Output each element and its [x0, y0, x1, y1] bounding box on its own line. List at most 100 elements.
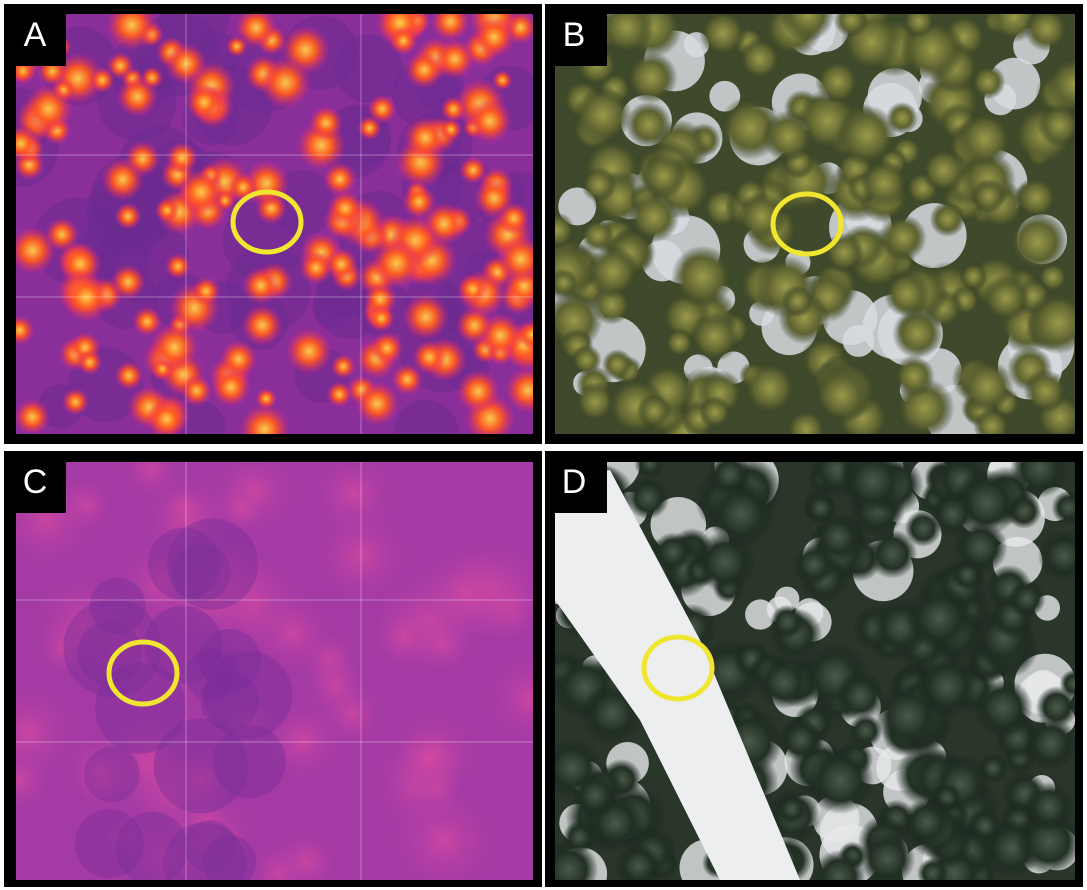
texture [708, 481, 775, 548]
texture [957, 111, 1013, 167]
texture [467, 99, 512, 144]
texture [403, 294, 450, 341]
texture [146, 399, 186, 439]
panel-label: D [562, 463, 587, 501]
figure: A B C D [0, 0, 1087, 890]
texture [587, 245, 640, 298]
texture [371, 605, 437, 671]
texture [930, 492, 975, 537]
texture [906, 585, 973, 652]
texture [880, 214, 927, 261]
texture [762, 110, 814, 162]
texture [213, 725, 286, 798]
texture [473, 16, 515, 58]
texture [192, 277, 221, 306]
texture [1008, 580, 1045, 617]
texture [326, 381, 352, 407]
texture [166, 142, 198, 174]
texture [396, 728, 460, 792]
texture [167, 519, 258, 610]
texture [902, 798, 951, 847]
texture [776, 794, 807, 825]
texture [770, 605, 805, 640]
texture [959, 262, 987, 290]
texture [456, 307, 493, 344]
texture [327, 190, 363, 226]
texture [563, 821, 596, 854]
texture [737, 192, 786, 241]
texture [1024, 782, 1074, 832]
texture [757, 655, 811, 709]
texture [1008, 212, 1068, 272]
texture [412, 340, 447, 375]
texture [229, 173, 258, 202]
texture [331, 354, 356, 379]
texture [572, 773, 617, 818]
texture [77, 350, 102, 375]
panel-label: C [23, 463, 48, 501]
texture [304, 654, 367, 717]
texture [960, 360, 1014, 414]
texture [930, 201, 966, 237]
texture [814, 367, 870, 423]
texture [738, 37, 781, 80]
texture [815, 59, 860, 104]
texture [699, 396, 731, 428]
texture [368, 95, 397, 124]
texture [242, 267, 279, 304]
texture [574, 86, 632, 144]
texture [89, 67, 115, 93]
texture [859, 831, 915, 887]
panel-label: B [563, 16, 586, 54]
texture [239, 404, 290, 455]
texture [699, 9, 746, 56]
texture [84, 747, 140, 803]
texture [155, 198, 179, 222]
texture [242, 305, 283, 346]
texture [45, 217, 79, 251]
texture [982, 275, 1029, 322]
texture [824, 233, 864, 273]
texture [951, 559, 983, 591]
texture [492, 70, 512, 90]
texture [689, 311, 739, 361]
texture [114, 203, 141, 230]
texture [110, 264, 145, 299]
texture [101, 158, 144, 201]
texture [793, 544, 835, 586]
texture [434, 39, 474, 79]
texture [921, 148, 966, 193]
texture [459, 156, 487, 184]
texture [24, 84, 73, 133]
texture [641, 153, 686, 198]
texture [806, 747, 874, 815]
image-texture [533, 432, 1087, 890]
texture [498, 202, 530, 234]
texture [456, 370, 500, 414]
texture [1024, 370, 1068, 414]
texture [404, 116, 447, 159]
texture [884, 271, 930, 317]
texture [368, 305, 395, 332]
texture [186, 84, 223, 121]
texture [626, 476, 669, 519]
texture [971, 178, 1006, 213]
texture [804, 492, 837, 525]
texture [971, 65, 1006, 100]
texture [571, 345, 602, 376]
texture [743, 361, 797, 415]
texture [389, 26, 418, 55]
texture [165, 253, 191, 279]
texture [671, 245, 734, 308]
texture [260, 57, 311, 108]
texture [441, 96, 467, 122]
texture [286, 328, 333, 375]
texture [201, 672, 259, 730]
texture [973, 678, 1033, 738]
texture [299, 251, 332, 284]
panel-label: A [24, 16, 47, 54]
texture [894, 356, 935, 397]
texture [178, 169, 225, 216]
texture [860, 159, 909, 208]
texture [628, 192, 679, 243]
